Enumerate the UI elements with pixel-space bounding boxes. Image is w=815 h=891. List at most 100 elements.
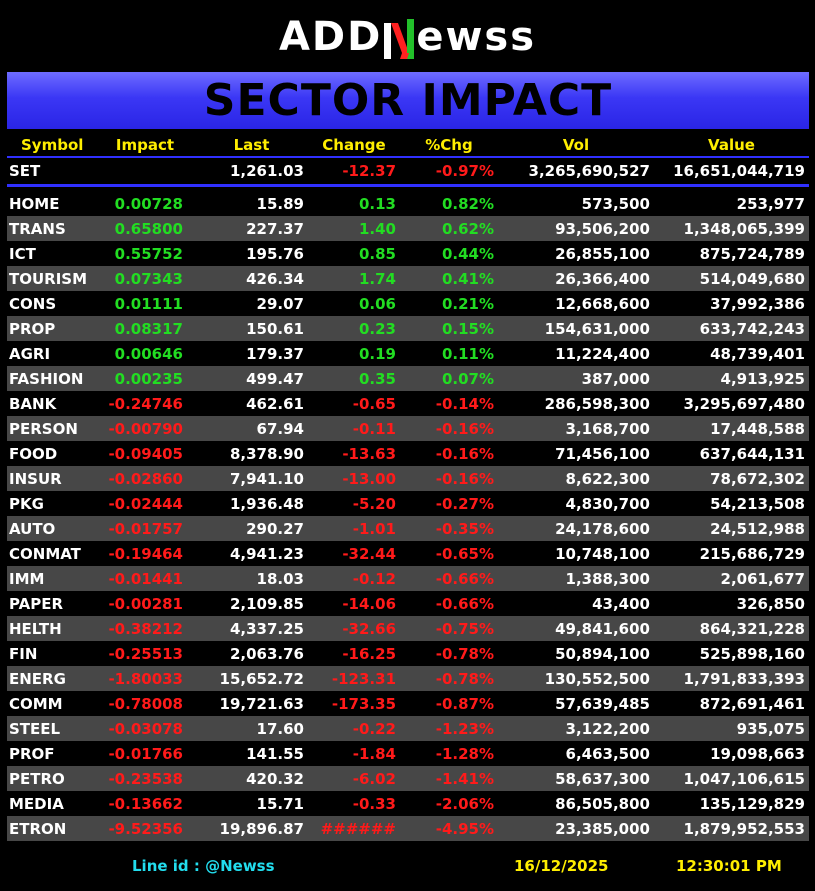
- row-symbol: COMM: [9, 694, 63, 713]
- row-volume: 573,500: [581, 194, 650, 213]
- header-last: Last: [233, 136, 270, 154]
- table-row: AGRI 0.00646 179.37 0.19 0.11% 11,224,400 48,7…: [7, 341, 809, 366]
- row-value: 19,098,663: [710, 744, 805, 763]
- row-volume: 50,894,100: [555, 644, 650, 663]
- row-value: 326,850: [736, 594, 805, 613]
- table-row: PKG -0.02444 1,936.48 -5.20 -0.27% 4,830,700 5…: [7, 491, 809, 516]
- table-row: HELTH -0.38212 4,337.25 -32.66 -0.75% 49,841,…: [7, 616, 809, 641]
- footer-line-id: Line id : @Newss: [132, 857, 275, 875]
- row-volume: 1,388,300: [498, 566, 654, 591]
- row-change: -0.22: [308, 716, 400, 741]
- set-pct-change: -0.97%: [400, 156, 498, 187]
- row-symbol: PROF: [9, 744, 55, 763]
- row-impact: -0.25513: [108, 644, 183, 663]
- row-symbol: PAPER: [9, 594, 64, 613]
- row-impact: -0.02860: [95, 466, 195, 491]
- row-pct-change: 0.07%: [400, 366, 498, 391]
- table-row: INSUR -0.02860 7,941.10 -13.00 -0.16% 8,622,3…: [7, 466, 809, 491]
- table-row: PROF -0.01766 141.55 -1.84 -1.28% 6,463,500 19…: [7, 741, 809, 766]
- row-volume: 43,400: [592, 594, 650, 613]
- row-volume: 6,463,500: [565, 744, 650, 763]
- row-symbol: AGRI: [9, 344, 51, 363]
- header-impact: Impact: [115, 136, 175, 154]
- row-value: 37,992,386: [710, 294, 805, 313]
- row-last: 420.32: [195, 766, 308, 791]
- row-value: 864,321,228: [654, 616, 809, 641]
- table-row: ETRON -9.52356 19,896.87 ###### -4.95% 23,385…: [7, 816, 809, 841]
- row-change: -16.25: [342, 644, 396, 663]
- row-pct-change: -0.66%: [435, 594, 494, 613]
- row-value: 253,977: [736, 194, 805, 213]
- row-change: -173.35: [331, 694, 396, 713]
- row-last: 4,941.23: [229, 544, 304, 563]
- row-pct-change: -0.27%: [435, 494, 494, 513]
- row-pct-change: -1.28%: [435, 744, 494, 763]
- row-symbol: PETRO: [7, 766, 95, 791]
- row-symbol: ETRON: [7, 816, 95, 841]
- set-symbol: SET: [7, 156, 95, 187]
- row-symbol: BANK: [9, 394, 57, 413]
- row-pct-change: 0.44%: [441, 244, 494, 263]
- row-pct-change: -0.14%: [435, 394, 494, 413]
- table-row: COMM -0.78008 19,721.63 -173.35 -0.87% 57,639…: [7, 691, 809, 716]
- logo-text-left: ADD: [278, 14, 383, 60]
- row-symbol: ICT: [9, 244, 36, 263]
- row-change: -0.65: [352, 394, 396, 413]
- row-impact: -0.09405: [108, 444, 183, 463]
- row-impact: -0.13662: [108, 794, 183, 813]
- row-last: 19,721.63: [219, 694, 304, 713]
- row-volume: 11,224,400: [555, 344, 650, 363]
- row-impact: 0.00235: [95, 366, 195, 391]
- row-symbol: ENERG: [7, 666, 95, 691]
- row-value: 525,898,160: [699, 644, 805, 663]
- row-impact: 0.08317: [95, 316, 195, 341]
- row-pct-change: -0.78%: [435, 644, 494, 663]
- logo-n-mark: [382, 14, 416, 61]
- row-pct-change: -0.78%: [400, 666, 498, 691]
- table-row: HOME 0.00728 15.89 0.13 0.82% 573,500 253,977: [7, 191, 809, 216]
- row-volume: 49,841,600: [498, 616, 654, 641]
- row-volume: 93,506,200: [498, 216, 654, 241]
- banner-title: SECTOR IMPACT: [203, 75, 613, 126]
- brand-logo: ADD ewss: [0, 10, 815, 64]
- row-symbol: HOME: [9, 194, 60, 213]
- row-volume: 58,637,300: [498, 766, 654, 791]
- header-symbol: Symbol: [21, 136, 84, 154]
- row-volume: 26,855,100: [555, 244, 650, 263]
- table-row: FASHION 0.00235 499.47 0.35 0.07% 387,000 4,91…: [7, 366, 809, 391]
- table-row: MEDIA -0.13662 15.71 -0.33 -2.06% 86,505,800 1…: [7, 791, 809, 816]
- row-last: 141.55: [246, 744, 304, 763]
- set-impact: [95, 156, 195, 187]
- row-last: 8,378.90: [229, 444, 304, 463]
- table-header-row: Symbol Impact Last Change %Chg Vol Value: [7, 134, 809, 157]
- row-symbol: INSUR: [7, 466, 95, 491]
- row-pct-change: 0.15%: [400, 316, 498, 341]
- table-row: ICT 0.55752 195.76 0.85 0.44% 26,855,100 875,7…: [7, 241, 809, 266]
- table-row: TOURISM 0.07343 426.34 1.74 0.41% 26,366,400 5…: [7, 266, 809, 291]
- row-symbol: FASHION: [7, 366, 95, 391]
- row-pct-change: 0.21%: [441, 294, 494, 313]
- footer-date: 16/12/2025: [514, 857, 609, 875]
- row-volume: 57,639,485: [555, 694, 650, 713]
- row-impact: -0.24746: [108, 394, 183, 413]
- row-last: 18.03: [195, 566, 308, 591]
- footer-bar: Line id : @Newss 16/12/2025 12:30:01 PM: [0, 857, 815, 881]
- row-pct-change: -0.66%: [400, 566, 498, 591]
- table-row: BANK -0.24746 462.61 -0.65 -0.14% 286,598,300…: [7, 391, 809, 416]
- row-change: 0.13: [358, 194, 396, 213]
- row-last: 462.61: [246, 394, 304, 413]
- set-index-row: SET 1,261.03 -12.37 -0.97% 3,265,690,527…: [7, 156, 809, 187]
- row-pct-change: -1.41%: [400, 766, 498, 791]
- row-symbol: CONS: [9, 294, 57, 313]
- row-value: 514,049,680: [654, 266, 809, 291]
- row-change: -1.01: [308, 516, 400, 541]
- row-impact: -9.52356: [95, 816, 195, 841]
- row-last: 426.34: [195, 266, 308, 291]
- row-last: 15.71: [256, 794, 304, 813]
- row-pct-change: -0.16%: [400, 416, 498, 441]
- row-pct-change: 0.82%: [441, 194, 494, 213]
- row-change: -1.84: [352, 744, 396, 763]
- table-row: ENERG -1.80033 15,652.72 -123.31 -0.78% 130,5…: [7, 666, 809, 691]
- row-symbol: PERSON: [7, 416, 95, 441]
- row-impact: 0.01111: [114, 294, 183, 313]
